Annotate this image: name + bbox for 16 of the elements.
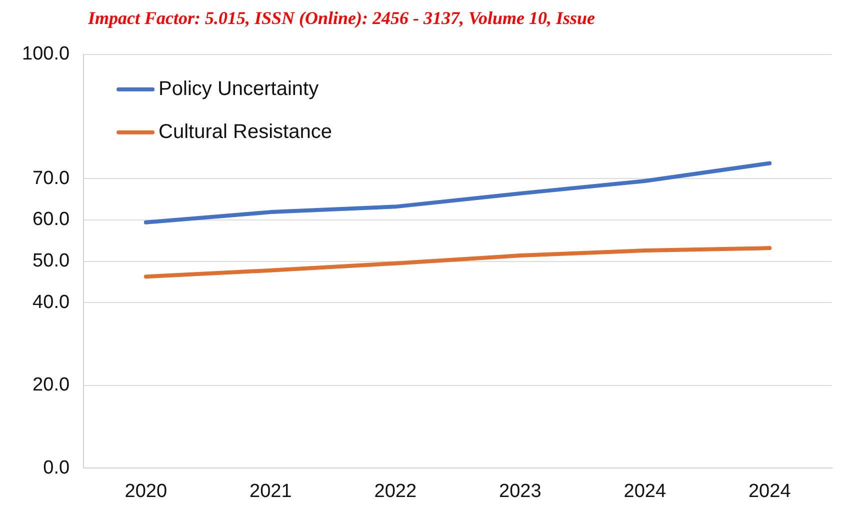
legend-label: Cultural Resistance xyxy=(158,120,332,143)
y-tick-label: 70.0 xyxy=(32,168,70,189)
text: Impact Factor: 5.015, ISSN (Online): 2456 - 3137, Volume 10, Issue xyxy=(88,8,596,29)
x-tick-label: 2020 xyxy=(124,480,168,502)
y-tick-label: 100.0 xyxy=(22,44,70,65)
y-tick-label: 50.0 xyxy=(32,250,70,272)
x-tick-label: 2024 xyxy=(624,480,666,502)
x-tick-label: 2021 xyxy=(250,480,292,502)
y-tick-label: 40.0 xyxy=(32,292,70,313)
legend-label: Policy Uncertainty xyxy=(158,78,319,100)
x-tick-label: 2022 xyxy=(374,480,417,502)
y-tick-label: 60.0 xyxy=(32,209,70,230)
y-tick-label: 20.0 xyxy=(32,374,70,396)
y-tick-label: 0.0 xyxy=(43,457,70,478)
x-tick-label: 2024 xyxy=(748,480,792,502)
x-tick-label: 2023 xyxy=(499,480,542,502)
